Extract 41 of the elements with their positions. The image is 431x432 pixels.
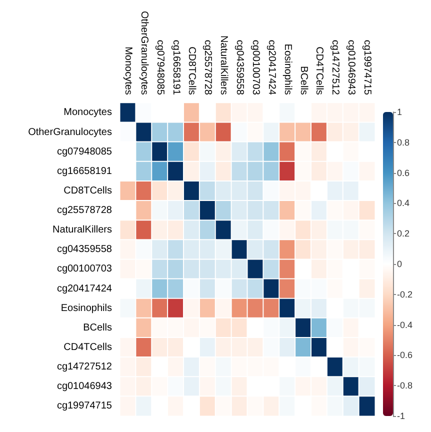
y-tick-label: cg16658191	[56, 166, 112, 177]
y-tick-label: Eosinophils	[60, 302, 112, 314]
y-tick-label: BCells	[83, 322, 112, 334]
color-bar-label: -0.8	[397, 380, 413, 391]
y-tick-label: cg04359558	[56, 244, 112, 256]
color-bar-label: 0	[397, 259, 402, 269]
y-tick-label: cg14727512	[56, 362, 112, 373]
x-tick-label: cg20417424	[266, 40, 277, 96]
x-tick-label: CD8TCells	[186, 46, 198, 95]
y-tick-label: cg01046943	[56, 381, 112, 392]
y-tick-label: cg20417424	[56, 283, 112, 294]
y-tick-label: NaturalKillers	[52, 224, 112, 236]
color-bar-label: -0.2	[397, 289, 413, 300]
y-tick-label: cg25578728	[56, 205, 112, 216]
y-tick-label: cg00100703	[56, 264, 112, 275]
x-tick-label: cg16658191	[170, 40, 182, 96]
x-tick-label: cg07948085	[154, 40, 166, 96]
x-tick-label: NaturalKillers	[218, 35, 230, 95]
x-tick-label: BCells	[298, 66, 309, 95]
x-tick-label: cg19974715	[362, 40, 373, 96]
color-bar-label: -0.6	[397, 350, 413, 360]
x-tick-label: cg00100703	[250, 40, 261, 96]
color-bar-label: 0.6	[397, 168, 410, 178]
y-tick-label: cg07948085	[56, 146, 112, 158]
x-tick-label: CD4TCells	[314, 46, 325, 95]
x-tick-label: cg01046943	[346, 40, 357, 96]
x-tick-label: Eosinophils	[282, 44, 293, 95]
color-bar-label: -0.4	[397, 320, 413, 330]
y-tick-label: Monocytes	[64, 107, 112, 118]
x-tick-label: cg25578728	[202, 40, 214, 96]
y-tick-label: OtherGranulocytes	[28, 126, 112, 138]
color-bar-label: -1	[397, 411, 406, 421]
y-tick-label: CD8TCells	[64, 185, 112, 196]
color-bar-label: 1	[397, 107, 402, 117]
color-bar-label: 0.8	[397, 137, 410, 148]
y-tick-label: CD4TCells	[64, 342, 112, 354]
x-tick-label: cg04359558	[234, 40, 246, 96]
color-bar-label: 0.4	[397, 198, 410, 208]
y-tick-label: cg19974715	[56, 400, 112, 412]
x-tick-label: cg14727512	[330, 40, 341, 96]
color-bar-label: 0.2	[397, 228, 410, 239]
